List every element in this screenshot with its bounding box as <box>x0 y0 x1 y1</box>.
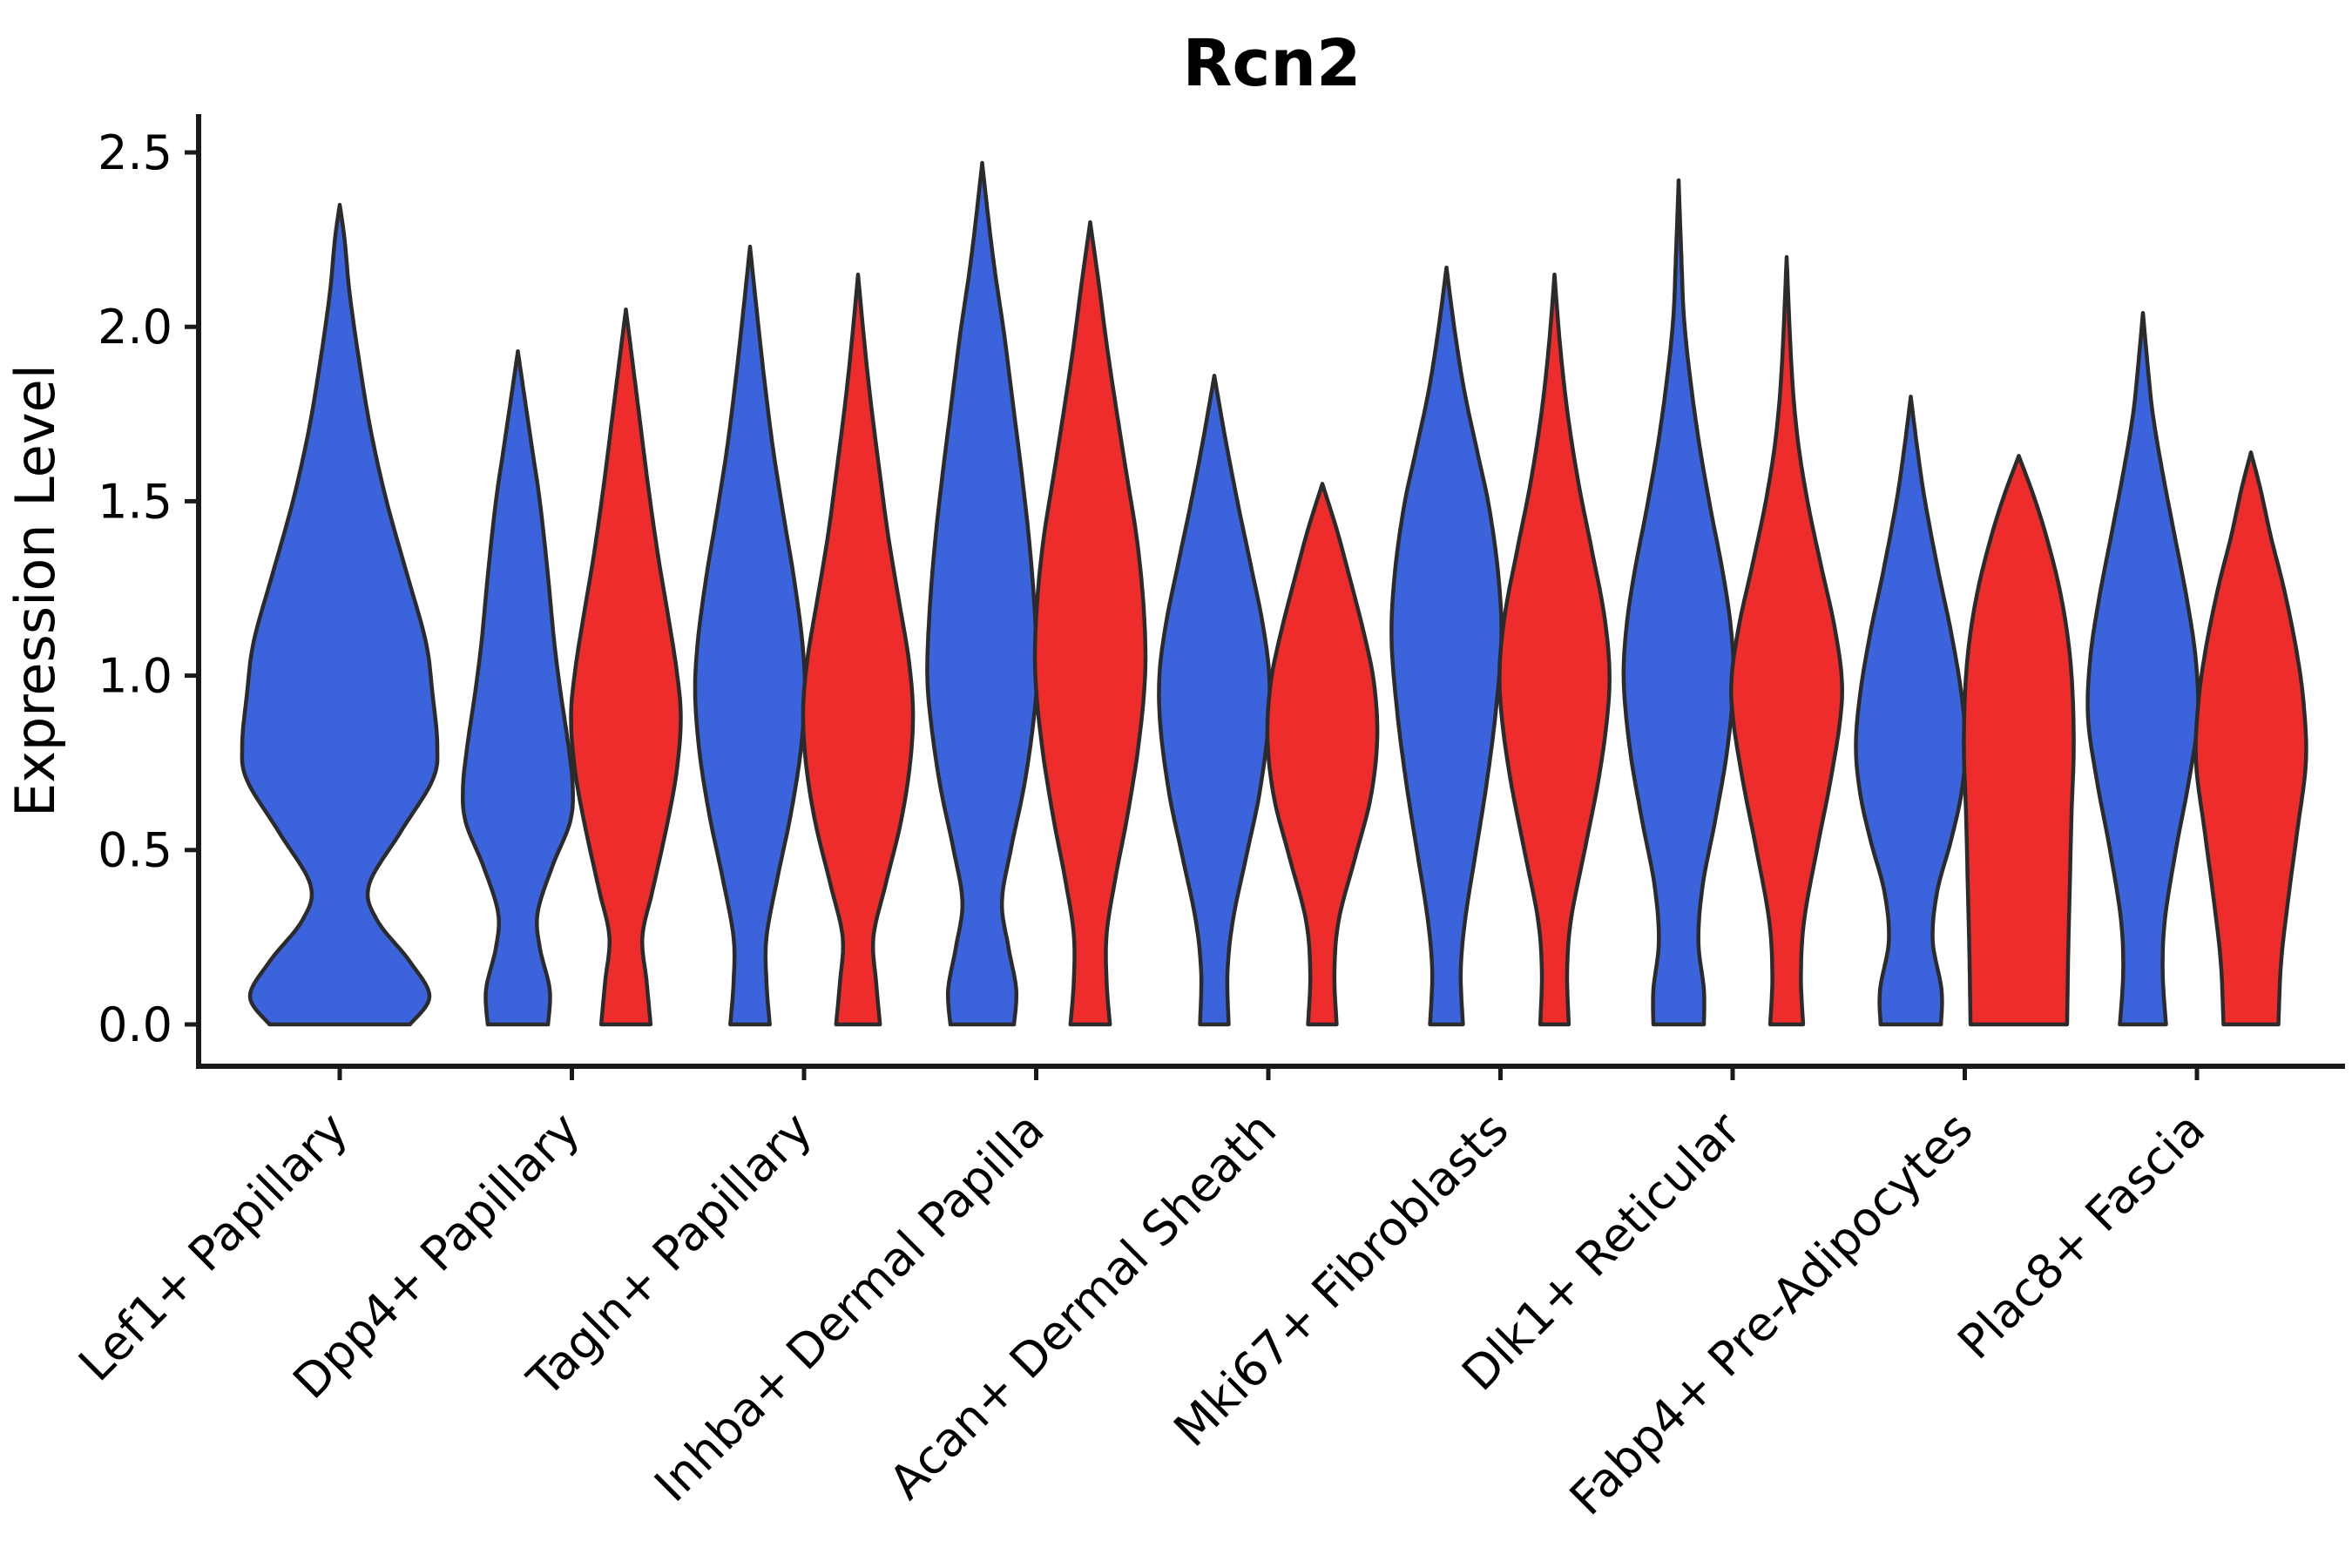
y-tick-label: 1.0 <box>98 649 172 704</box>
y-tick-label: 2.0 <box>98 300 172 355</box>
x-tick-label: Plac8+ Fascia <box>1947 1102 2215 1370</box>
y-tick-label: 2.5 <box>98 125 172 180</box>
violin-blue-cat2 <box>693 244 808 1027</box>
violin-blue-cat5 <box>1389 265 1504 1027</box>
violins-group <box>240 160 2308 1027</box>
violin-blue-cat0 <box>240 202 440 1027</box>
y-axis-label: Expression Level <box>3 364 67 817</box>
y-tick-label: 0.5 <box>98 823 172 878</box>
x-tick-label: Fabp4+ Pre-Adipocytes <box>1559 1102 1984 1526</box>
violin-blue-cat6 <box>1621 178 1736 1027</box>
violin-red-cat3 <box>1032 220 1148 1027</box>
y-tick-label: 0.0 <box>98 997 172 1052</box>
x-tick-label: Inhba+ Dermal Papilla <box>644 1102 1054 1512</box>
violin-blue-cat1 <box>461 348 575 1027</box>
violin-red-cat8 <box>2193 450 2308 1027</box>
y-tick-label: 1.5 <box>98 474 172 529</box>
violin-red-cat6 <box>1729 254 1844 1027</box>
violin-blue-cat3 <box>925 160 1039 1027</box>
violin-blue-cat8 <box>2085 310 2200 1027</box>
chart-title: Rcn2 <box>1182 26 1361 101</box>
violin-red-cat1 <box>569 307 683 1027</box>
violin-red-cat2 <box>801 272 916 1027</box>
violin-red-cat4 <box>1265 482 1380 1027</box>
violin-red-cat7 <box>1962 454 2076 1027</box>
violin-red-cat5 <box>1497 272 1612 1027</box>
violin-blue-cat4 <box>1157 374 1272 1027</box>
x-tick-label: Acan+ Dermal Sheath <box>879 1102 1287 1510</box>
violin-blue-cat7 <box>1854 395 1968 1027</box>
